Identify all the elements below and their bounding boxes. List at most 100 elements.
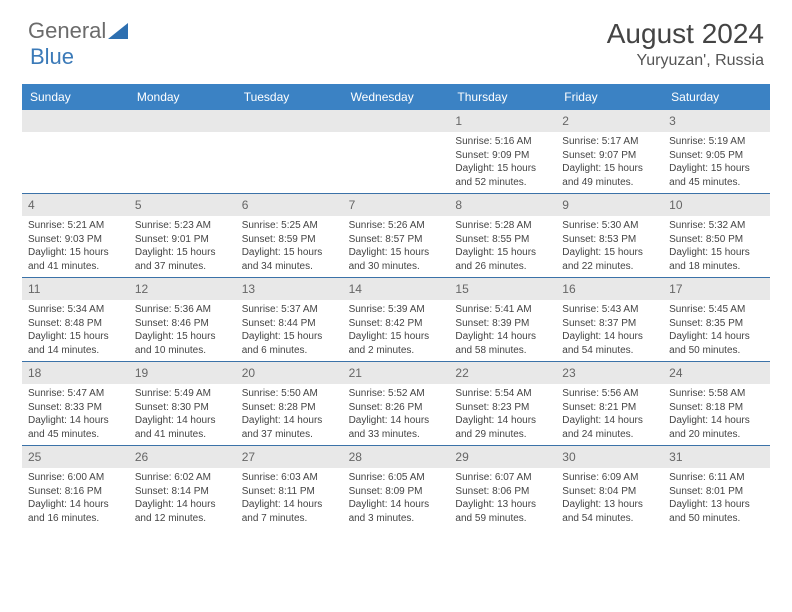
sunset-text: Sunset: 8:50 PM [669, 233, 764, 247]
day-cell: 14Sunrise: 5:39 AMSunset: 8:42 PMDayligh… [343, 278, 450, 361]
sunset-text: Sunset: 8:21 PM [562, 401, 657, 415]
date-number: 28 [343, 446, 450, 468]
day-cell: 30Sunrise: 6:09 AMSunset: 8:04 PMDayligh… [556, 446, 663, 529]
date-number: 30 [556, 446, 663, 468]
sunrise-text: Sunrise: 5:43 AM [562, 303, 657, 317]
date-number: 7 [343, 194, 450, 216]
day-name: Wednesday [343, 84, 450, 110]
date-number [129, 110, 236, 132]
sunrise-text: Sunrise: 6:07 AM [455, 471, 550, 485]
daylight-text: Daylight: 14 hours and 45 minutes. [28, 414, 123, 441]
date-number: 21 [343, 362, 450, 384]
sunrise-text: Sunrise: 5:26 AM [349, 219, 444, 233]
sunrise-text: Sunrise: 5:49 AM [135, 387, 230, 401]
day-name: Sunday [22, 84, 129, 110]
sunset-text: Sunset: 8:46 PM [135, 317, 230, 331]
day-cell: 7Sunrise: 5:26 AMSunset: 8:57 PMDaylight… [343, 194, 450, 277]
sunrise-text: Sunrise: 5:25 AM [242, 219, 337, 233]
daylight-text: Daylight: 15 hours and 10 minutes. [135, 330, 230, 357]
title-block: August 2024 Yuryuzan', Russia [607, 18, 764, 70]
day-cell: 31Sunrise: 6:11 AMSunset: 8:01 PMDayligh… [663, 446, 770, 529]
date-number [343, 110, 450, 132]
date-number: 19 [129, 362, 236, 384]
sunrise-text: Sunrise: 6:00 AM [28, 471, 123, 485]
day-cell: 22Sunrise: 5:54 AMSunset: 8:23 PMDayligh… [449, 362, 556, 445]
sunset-text: Sunset: 9:01 PM [135, 233, 230, 247]
daylight-text: Daylight: 15 hours and 18 minutes. [669, 246, 764, 273]
day-cell: 23Sunrise: 5:56 AMSunset: 8:21 PMDayligh… [556, 362, 663, 445]
day-name: Tuesday [236, 84, 343, 110]
week-row: 11Sunrise: 5:34 AMSunset: 8:48 PMDayligh… [22, 278, 770, 362]
sunrise-text: Sunrise: 6:05 AM [349, 471, 444, 485]
day-details: Sunrise: 5:32 AMSunset: 8:50 PMDaylight:… [663, 216, 770, 277]
day-details: Sunrise: 5:45 AMSunset: 8:35 PMDaylight:… [663, 300, 770, 361]
date-number: 15 [449, 278, 556, 300]
day-cell: 28Sunrise: 6:05 AMSunset: 8:09 PMDayligh… [343, 446, 450, 529]
daylight-text: Daylight: 14 hours and 37 minutes. [242, 414, 337, 441]
day-cell: 12Sunrise: 5:36 AMSunset: 8:46 PMDayligh… [129, 278, 236, 361]
date-number: 26 [129, 446, 236, 468]
sunset-text: Sunset: 8:35 PM [669, 317, 764, 331]
day-cell: 4Sunrise: 5:21 AMSunset: 9:03 PMDaylight… [22, 194, 129, 277]
day-name: Monday [129, 84, 236, 110]
logo: General [28, 18, 128, 44]
day-cell: 8Sunrise: 5:28 AMSunset: 8:55 PMDaylight… [449, 194, 556, 277]
day-cell: 1Sunrise: 5:16 AMSunset: 9:09 PMDaylight… [449, 110, 556, 193]
daylight-text: Daylight: 15 hours and 22 minutes. [562, 246, 657, 273]
day-details: Sunrise: 5:26 AMSunset: 8:57 PMDaylight:… [343, 216, 450, 277]
day-details: Sunrise: 5:17 AMSunset: 9:07 PMDaylight:… [556, 132, 663, 193]
sunset-text: Sunset: 8:06 PM [455, 485, 550, 499]
sunrise-text: Sunrise: 6:02 AM [135, 471, 230, 485]
date-number: 20 [236, 362, 343, 384]
sunset-text: Sunset: 8:39 PM [455, 317, 550, 331]
daylight-text: Daylight: 13 hours and 59 minutes. [455, 498, 550, 525]
day-details: Sunrise: 5:28 AMSunset: 8:55 PMDaylight:… [449, 216, 556, 277]
sunset-text: Sunset: 9:09 PM [455, 149, 550, 163]
date-number: 12 [129, 278, 236, 300]
day-cell [22, 110, 129, 193]
date-number: 5 [129, 194, 236, 216]
day-details: Sunrise: 6:07 AMSunset: 8:06 PMDaylight:… [449, 468, 556, 529]
month-title: August 2024 [607, 18, 764, 50]
sunrise-text: Sunrise: 5:41 AM [455, 303, 550, 317]
weeks-container: 1Sunrise: 5:16 AMSunset: 9:09 PMDaylight… [22, 110, 770, 529]
day-cell: 17Sunrise: 5:45 AMSunset: 8:35 PMDayligh… [663, 278, 770, 361]
day-details: Sunrise: 6:00 AMSunset: 8:16 PMDaylight:… [22, 468, 129, 529]
sunrise-text: Sunrise: 5:47 AM [28, 387, 123, 401]
sunset-text: Sunset: 8:28 PM [242, 401, 337, 415]
day-name: Thursday [449, 84, 556, 110]
sunrise-text: Sunrise: 5:16 AM [455, 135, 550, 149]
sunset-text: Sunset: 8:30 PM [135, 401, 230, 415]
sunset-text: Sunset: 8:55 PM [455, 233, 550, 247]
day-cell: 13Sunrise: 5:37 AMSunset: 8:44 PMDayligh… [236, 278, 343, 361]
sunrise-text: Sunrise: 5:32 AM [669, 219, 764, 233]
day-cell [343, 110, 450, 193]
sunrise-text: Sunrise: 5:54 AM [455, 387, 550, 401]
sunrise-text: Sunrise: 5:17 AM [562, 135, 657, 149]
week-row: 18Sunrise: 5:47 AMSunset: 8:33 PMDayligh… [22, 362, 770, 446]
sunrise-text: Sunrise: 5:39 AM [349, 303, 444, 317]
daylight-text: Daylight: 14 hours and 12 minutes. [135, 498, 230, 525]
date-number: 16 [556, 278, 663, 300]
day-cell: 9Sunrise: 5:30 AMSunset: 8:53 PMDaylight… [556, 194, 663, 277]
date-number: 11 [22, 278, 129, 300]
sunset-text: Sunset: 9:03 PM [28, 233, 123, 247]
location-label: Yuryuzan', Russia [607, 52, 764, 70]
sunset-text: Sunset: 8:14 PM [135, 485, 230, 499]
sunrise-text: Sunrise: 5:28 AM [455, 219, 550, 233]
sunset-text: Sunset: 8:04 PM [562, 485, 657, 499]
day-details: Sunrise: 5:52 AMSunset: 8:26 PMDaylight:… [343, 384, 450, 445]
day-details: Sunrise: 5:30 AMSunset: 8:53 PMDaylight:… [556, 216, 663, 277]
date-number: 2 [556, 110, 663, 132]
day-details: Sunrise: 5:37 AMSunset: 8:44 PMDaylight:… [236, 300, 343, 361]
day-cell: 10Sunrise: 5:32 AMSunset: 8:50 PMDayligh… [663, 194, 770, 277]
logo-text-2: Blue [30, 44, 74, 70]
date-number: 25 [22, 446, 129, 468]
daylight-text: Daylight: 15 hours and 30 minutes. [349, 246, 444, 273]
week-row: 1Sunrise: 5:16 AMSunset: 9:09 PMDaylight… [22, 110, 770, 194]
day-details: Sunrise: 5:19 AMSunset: 9:05 PMDaylight:… [663, 132, 770, 193]
day-cell: 6Sunrise: 5:25 AMSunset: 8:59 PMDaylight… [236, 194, 343, 277]
day-details: Sunrise: 5:49 AMSunset: 8:30 PMDaylight:… [129, 384, 236, 445]
date-number: 6 [236, 194, 343, 216]
daylight-text: Daylight: 15 hours and 2 minutes. [349, 330, 444, 357]
